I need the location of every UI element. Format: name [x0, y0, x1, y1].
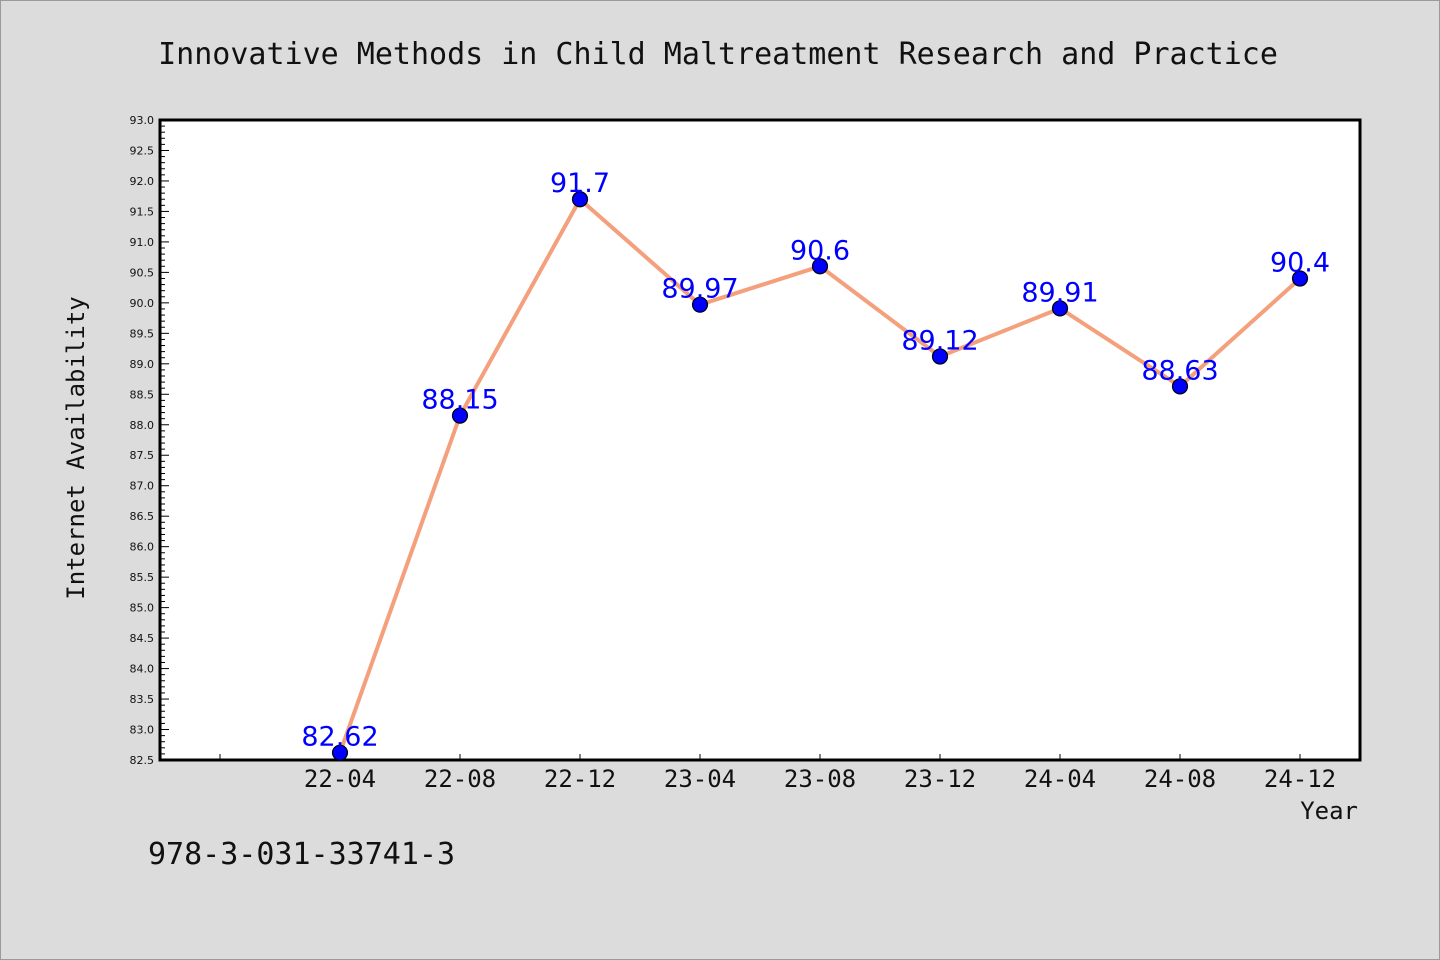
y-tick-label: 86.5 [130, 510, 155, 523]
y-tick-label: 92.5 [130, 144, 155, 157]
data-point [1051, 300, 1069, 317]
data-point [811, 258, 829, 275]
x-tick-label: 23-12 [904, 765, 976, 793]
y-tick-label: 82.5 [130, 754, 155, 767]
data-label: 90.6 [790, 235, 850, 266]
y-tick-label: 84.0 [130, 663, 155, 676]
data-label: 89.91 [1021, 277, 1098, 308]
x-tick-label: 22-08 [424, 765, 496, 793]
data-label: 88.15 [421, 385, 498, 416]
y-tick-label: 85.5 [130, 571, 155, 584]
data-point [1291, 270, 1309, 287]
x-axis-title: Year [1300, 797, 1358, 825]
data-markers [331, 191, 1309, 761]
data-label: 90.4 [1270, 247, 1330, 278]
data-point [451, 407, 469, 424]
data-label: 91.7 [550, 168, 610, 199]
data-point [571, 191, 589, 208]
x-tick-label: 22-04 [304, 765, 376, 793]
y-tick-label: 87.0 [130, 480, 155, 493]
isbn-footnote: 978-3-031-33741-3 [148, 837, 455, 872]
x-tick-label: 23-08 [784, 765, 856, 793]
y-tick-label: 86.0 [130, 541, 155, 554]
y-tick-label: 87.5 [130, 449, 155, 462]
y-axis: 82.5 83.0 83.5 84.0 84.5 85.0 85.5 86.0 86.5 87.0… [130, 114, 169, 767]
data-label: 82.62 [301, 722, 378, 753]
data-labels: 82.62 88.15 91.7 89.97 90.6 89.12 89.91 88.63 90… [301, 168, 1330, 752]
data-label: 88.63 [1141, 355, 1218, 386]
y-tick-label: 90.5 [130, 266, 155, 279]
data-label: 89.12 [901, 325, 978, 356]
chart-title: Innovative Methods in Child Maltreatment… [158, 37, 1278, 72]
y-tick-label: 88.0 [130, 419, 155, 432]
y-tick-label: 85.0 [130, 602, 155, 615]
y-tick-label: 88.5 [130, 388, 155, 401]
data-point [931, 348, 949, 365]
x-tick-label: 24-04 [1024, 765, 1096, 793]
data-point [1171, 378, 1189, 395]
plot-area [158, 118, 1362, 762]
data-label: 89.97 [661, 274, 738, 305]
y-tick-label: 93.0 [130, 114, 155, 127]
y-tick-label: 84.5 [130, 632, 155, 645]
x-tick-label: 24-08 [1144, 765, 1216, 793]
y-tick-label: 89.0 [130, 358, 155, 371]
x-tick-label: 23-04 [664, 765, 736, 793]
y-tick-label: 83.5 [130, 693, 155, 706]
x-axis: 22-04 22-08 22-12 23-04 23-08 23-12 24-04 24-08… [219, 754, 1336, 793]
y-tick-label: 90.0 [130, 297, 155, 310]
y-tick-label: 92.0 [130, 175, 155, 188]
y-tick-label: 83.0 [130, 724, 155, 737]
y-tick-label: 91.0 [130, 236, 155, 249]
x-tick-label: 22-12 [544, 765, 616, 793]
y-tick-label: 89.5 [130, 327, 155, 340]
x-tick-label: 24-12 [1264, 765, 1336, 793]
data-point [331, 744, 349, 761]
y-axis-title: Internet Availability [62, 296, 90, 599]
data-point [691, 296, 709, 313]
y-tick-label: 91.5 [130, 205, 155, 218]
